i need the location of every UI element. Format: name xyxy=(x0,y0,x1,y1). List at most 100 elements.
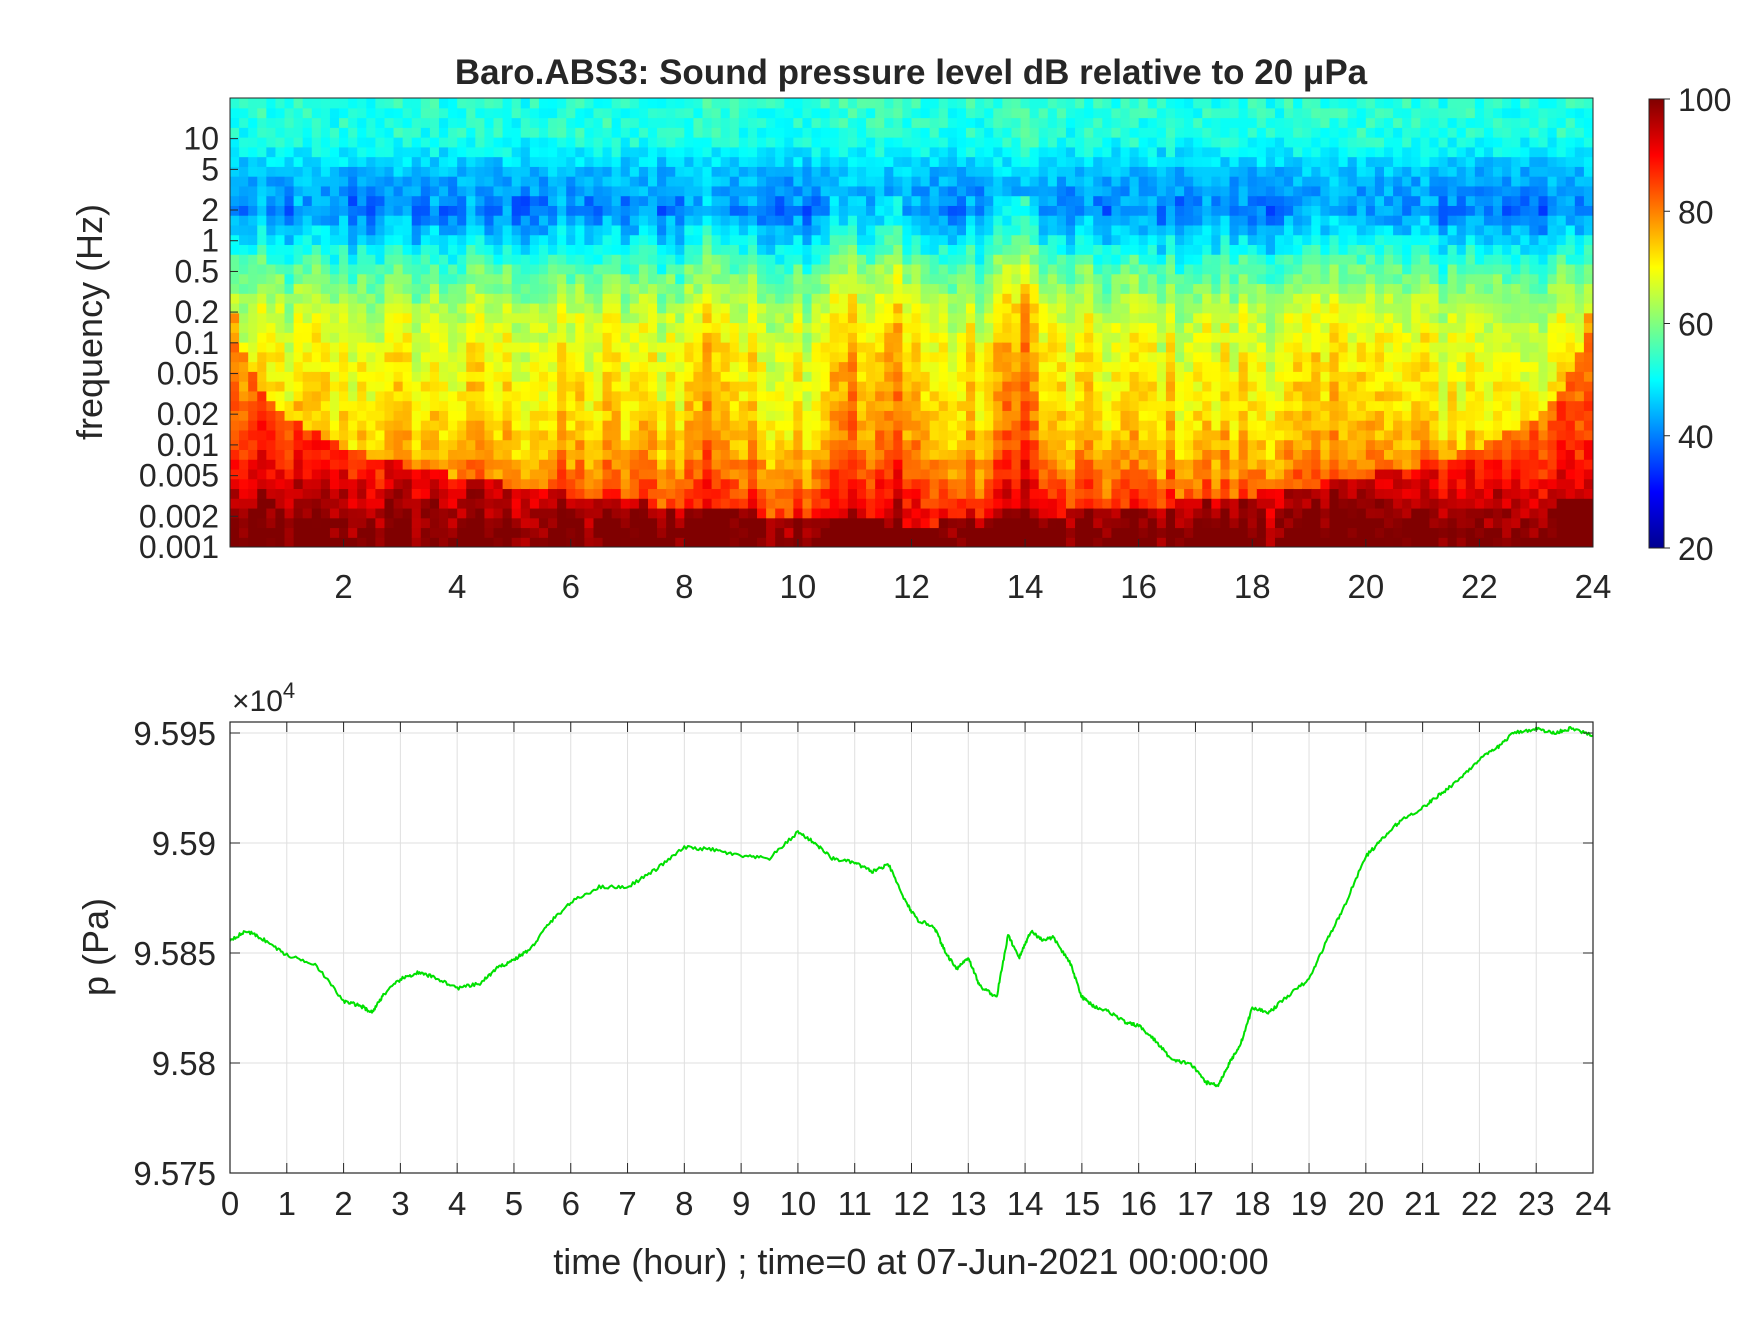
spectrogram-cell xyxy=(557,449,567,460)
spectrogram-cell xyxy=(557,293,567,304)
spectrogram-cell xyxy=(529,107,540,119)
spectrogram-cell xyxy=(875,342,885,353)
spectrogram-cell xyxy=(1156,332,1167,343)
spectrogram-cell xyxy=(493,283,504,294)
spectrogram-cell xyxy=(266,107,277,119)
spectrogram-cell xyxy=(684,107,695,119)
spectrogram-cell xyxy=(1111,263,1122,275)
spectrogram-cell xyxy=(1093,449,1103,460)
spectrogram-cell xyxy=(938,176,949,187)
spectrogram-cell xyxy=(1029,127,1040,138)
spectrogram-cell xyxy=(884,273,894,285)
spectrogram-cell xyxy=(538,283,549,294)
spectrogram-cell xyxy=(375,342,386,353)
spectrogram-cell xyxy=(938,459,949,470)
spectrogram-cell xyxy=(429,254,440,265)
spectrogram-cell xyxy=(1184,351,1194,363)
spectrogram-cell xyxy=(1175,146,1185,158)
spectrogram-cell xyxy=(593,420,604,431)
spectrogram-cell xyxy=(802,263,813,275)
spectrogram-cell xyxy=(1020,449,1031,460)
spectrogram-cell xyxy=(230,98,240,109)
spectrogram-cell xyxy=(1165,420,1176,431)
spectrogram-cell xyxy=(684,507,695,519)
spectrogram-cell xyxy=(275,224,286,236)
spectrogram-cell xyxy=(847,107,858,119)
spectrogram-cell xyxy=(684,234,695,246)
spectrogram-cell xyxy=(784,166,794,177)
spectrogram-cell xyxy=(693,429,704,441)
spectrogram-cell xyxy=(457,371,467,382)
spectrogram-cell xyxy=(856,156,867,167)
spectrogram-cell xyxy=(647,332,658,343)
spectrogram-cell xyxy=(302,517,313,529)
spectrogram-cell xyxy=(402,234,413,246)
spectrogram-cell xyxy=(611,429,622,441)
spectrogram-cell xyxy=(566,351,576,363)
spectrogram-cell xyxy=(947,224,958,236)
spectrogram-cell xyxy=(1202,468,1212,480)
spectrogram-cell xyxy=(438,273,449,285)
spectrogram-cell xyxy=(675,361,685,372)
spectrogram-cell xyxy=(402,381,413,392)
spectrogram-cell xyxy=(811,371,822,382)
spectrogram-cell xyxy=(1102,244,1113,255)
spectrogram-cell xyxy=(320,127,331,138)
spectrogram-cell xyxy=(729,254,740,265)
spectrogram-cell xyxy=(1193,283,1203,294)
spectrogram-cell xyxy=(538,166,549,177)
spectrogram-cell xyxy=(620,107,631,119)
spectrogram-cell xyxy=(1156,273,1167,285)
spectrogram-cell xyxy=(711,137,722,148)
spectrogram-cell xyxy=(1202,449,1212,460)
spectrogram-cell xyxy=(302,185,313,197)
spectrogram-cell xyxy=(284,195,295,206)
spectrogram-cell xyxy=(693,234,704,246)
spectrogram-cell xyxy=(593,215,604,226)
spectrogram-cell xyxy=(711,488,722,499)
spectrogram-cell xyxy=(647,195,658,206)
spectrogram-cell xyxy=(1211,400,1222,411)
spectrogram-cell xyxy=(711,332,722,343)
spectrogram-cell xyxy=(1175,195,1185,206)
spectrogram-cell xyxy=(702,517,713,529)
spectrogram-cell xyxy=(266,146,277,158)
spectrogram-cell xyxy=(993,332,1003,343)
spectrogram-cell xyxy=(938,234,949,246)
spectrogram-cell xyxy=(420,98,431,109)
spectrogram-cell xyxy=(1102,263,1113,275)
spectrogram-cell xyxy=(947,244,958,255)
spectrogram-cell xyxy=(775,215,785,226)
spectrogram-cell xyxy=(1147,156,1158,167)
spectrogram-cell xyxy=(329,371,340,382)
spectrogram-cell xyxy=(420,244,431,255)
spectrogram-cell xyxy=(429,98,440,109)
spectrogram-cell xyxy=(484,371,495,382)
spectrogram-cell xyxy=(847,176,858,187)
spectrogram-cell xyxy=(457,390,467,402)
spectrogram-cell xyxy=(420,254,431,265)
spectrogram-cell xyxy=(1202,293,1212,304)
spectrogram-cell xyxy=(675,273,685,285)
spectrogram-cell xyxy=(611,293,622,304)
spectrogram-cell xyxy=(902,156,913,167)
spectrogram-cell xyxy=(1047,263,1058,275)
spectrogram-cell xyxy=(1056,517,1067,529)
spectrogram-cell xyxy=(1065,117,1076,128)
spectrogram-cell xyxy=(339,156,349,167)
spectrogram-cell xyxy=(1011,263,1022,275)
spectrogram-cell xyxy=(429,185,440,197)
spectrogram-cell xyxy=(729,410,740,421)
spectrogram-cell xyxy=(448,332,458,343)
spectrogram-cell xyxy=(320,420,331,431)
spectrogram-cell xyxy=(747,302,758,314)
spectrogram-cell xyxy=(611,537,622,547)
spectrogram-cell xyxy=(566,459,576,470)
spectrogram-cell xyxy=(920,293,931,304)
spectrogram-cell xyxy=(793,459,804,470)
spectrogram-cell xyxy=(602,156,613,167)
spectrogram-cell xyxy=(775,517,785,529)
spectrogram-cell xyxy=(1065,127,1076,138)
spectrogram-cell xyxy=(266,195,277,206)
spectrogram-cell xyxy=(611,488,622,499)
